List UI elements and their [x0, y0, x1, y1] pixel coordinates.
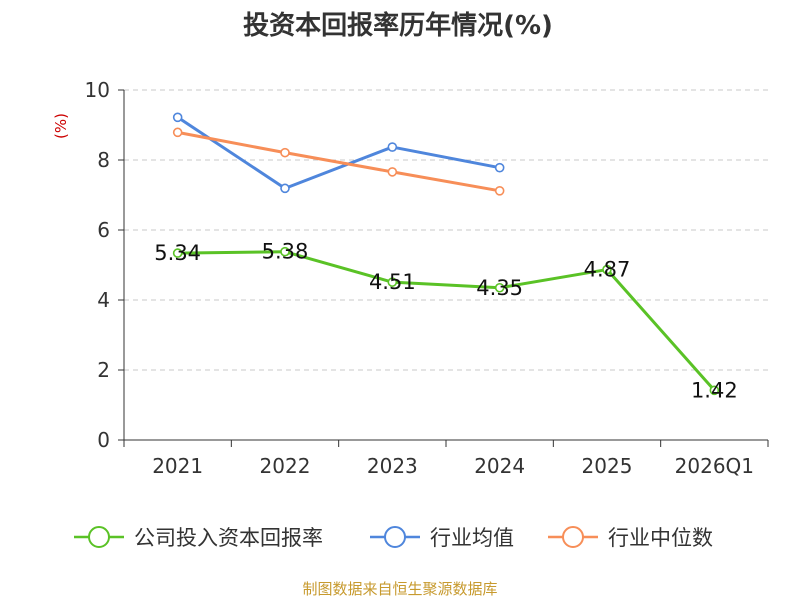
x-tick-label: 2025 — [582, 454, 633, 478]
data-label: 4.87 — [584, 258, 631, 282]
data-label: 5.34 — [154, 241, 201, 265]
data-point — [172, 127, 183, 138]
series-line-0 — [177, 250, 716, 392]
y-tick-label: 10 — [85, 78, 110, 102]
data-point — [494, 282, 505, 293]
series-line-1 — [176, 116, 500, 190]
data-point — [709, 385, 720, 396]
y-tick-label: 4 — [97, 288, 110, 312]
legend-marker — [562, 526, 584, 548]
chart-title: 投资本回报率历年情况(%) — [243, 10, 553, 41]
series-line-2 — [177, 130, 500, 193]
x-tick-label: 2022 — [260, 454, 311, 478]
x-tick-label: 2026Q1 — [675, 454, 754, 478]
data-point — [172, 112, 183, 123]
data-point — [280, 147, 290, 158]
legend-label: 行业中位数 — [608, 526, 713, 550]
y-tick-label: 8 — [97, 148, 110, 172]
legend-marker — [88, 526, 110, 548]
data-labels: 5.34 5.38 4.51 4.35 4.87 1.42 — [154, 240, 737, 403]
y-tick-label: 0 — [97, 428, 110, 452]
data-point — [172, 248, 183, 258]
series-lines — [172, 112, 720, 396]
gridlines — [124, 89, 768, 371]
x-tick-label: 2024 — [474, 454, 525, 478]
data-point — [387, 167, 398, 177]
legend-label: 公司投入资本回报率 — [134, 526, 323, 550]
data-label: 1.42 — [691, 378, 738, 402]
data-point — [494, 186, 505, 196]
data-point — [280, 246, 290, 257]
legend: 公司投入资本回报率 行业均值 行业中位数 — [74, 526, 713, 550]
y-unit-label: (%) — [52, 113, 70, 139]
x-tick-label: 2023 — [367, 454, 418, 478]
data-label: 5.38 — [262, 240, 309, 264]
y-tick-label: 2 — [97, 358, 110, 382]
data-point — [387, 277, 398, 287]
data-point — [602, 264, 612, 275]
y-tick-label: 6 — [97, 218, 110, 242]
legend-label: 行业均值 — [430, 526, 514, 550]
axes: 0 2 4 6 8 10 2021 2022 2023 2024 2025 2026Q1 — [85, 78, 769, 478]
data-label: 4.35 — [476, 276, 523, 300]
source-note: 制图数据来自恒生聚源数据库 — [302, 580, 497, 598]
data-label: 4.51 — [369, 270, 416, 294]
data-point — [494, 162, 505, 173]
x-tick-label: 2021 — [152, 454, 203, 478]
data-point — [280, 183, 290, 194]
legend-marker — [384, 526, 406, 548]
data-point — [387, 142, 398, 152]
